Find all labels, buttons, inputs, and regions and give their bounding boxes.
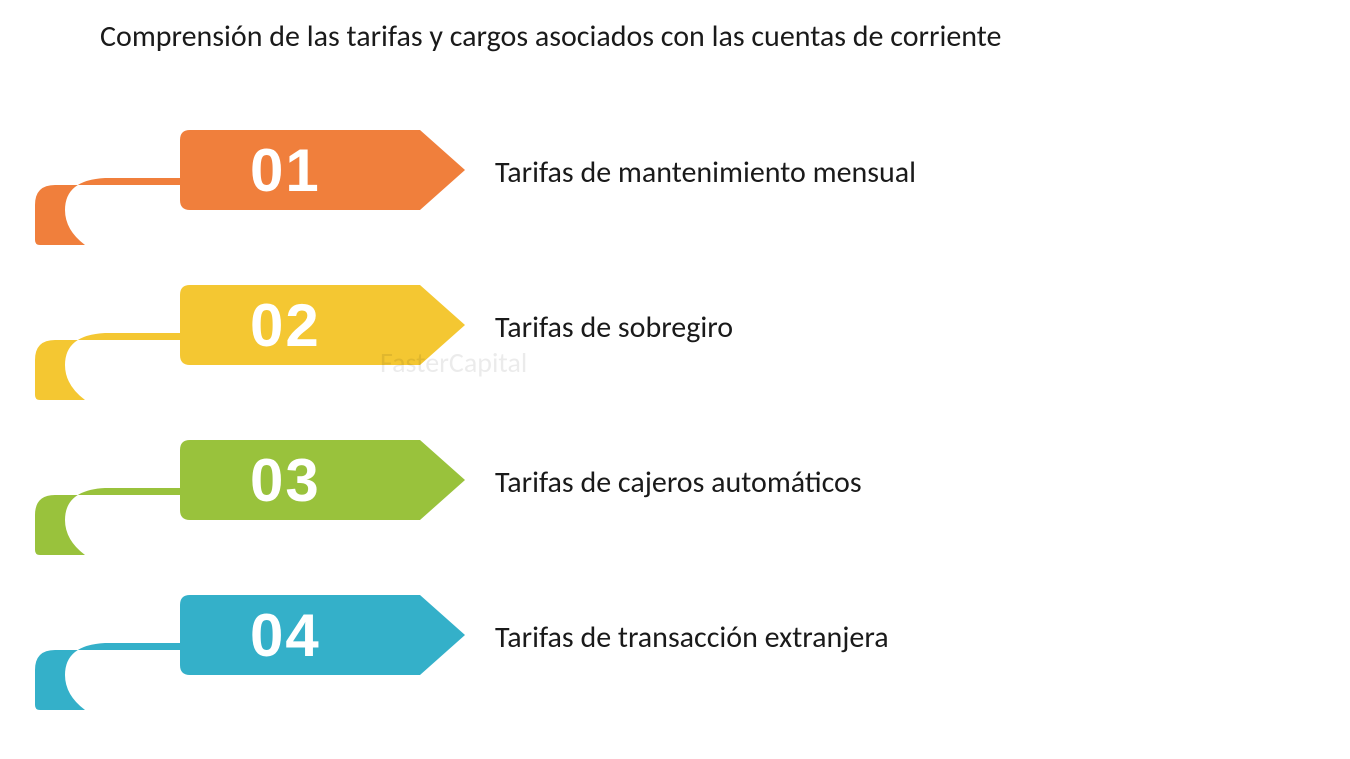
item-list: 01 Tarifas de mantenimiento mensual 02 T…	[35, 130, 916, 750]
item-number: 04	[250, 601, 321, 670]
list-item: 04 Tarifas de transacción extranjera	[35, 595, 916, 710]
page-title: Comprensión de las tarifas y cargos asoc…	[100, 18, 1001, 55]
item-number: 01	[250, 136, 321, 205]
list-item: 01 Tarifas de mantenimiento mensual	[35, 130, 916, 245]
item-number: 02	[250, 291, 321, 360]
arrow-shape: 04	[35, 595, 465, 710]
arrow-shape: 02	[35, 285, 465, 400]
item-label: Tarifas de sobregiro	[495, 309, 733, 346]
item-label: Tarifas de cajeros automáticos	[495, 464, 862, 501]
arrow-shape: 03	[35, 440, 465, 555]
item-label: Tarifas de mantenimiento mensual	[495, 154, 916, 191]
item-number: 03	[250, 446, 321, 515]
item-label: Tarifas de transacción extranjera	[495, 619, 889, 656]
list-item: 03 Tarifas de cajeros automáticos	[35, 440, 916, 555]
list-item: 02 Tarifas de sobregiro	[35, 285, 916, 400]
arrow-shape: 01	[35, 130, 465, 245]
